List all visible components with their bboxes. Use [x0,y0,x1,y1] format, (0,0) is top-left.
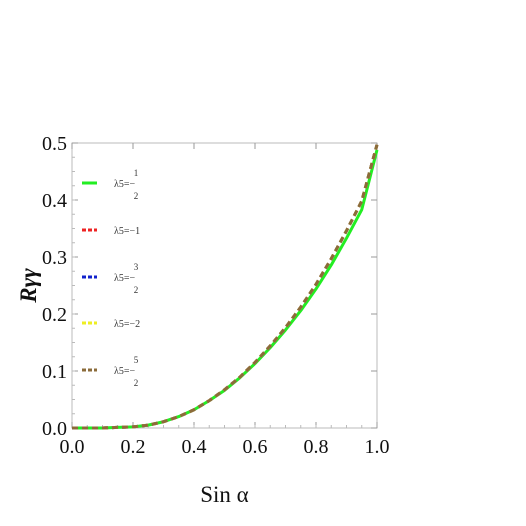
axis-labels: Sin α Rγγ [16,268,249,507]
legend-fraction-numerator: 1 [134,168,139,178]
y-tick-label: 0.0 [42,418,67,440]
legend-fraction-numerator: 3 [134,262,139,272]
y-tick-label: 0.3 [42,247,67,269]
x-tick-label: 0.6 [243,436,268,458]
axis-ticks: 0.0 0.2 0.4 0.6 0.8 1.0 0.0 0.1 0.2 0.3 0.4 0.5 [42,133,390,458]
series-layer [72,144,379,430]
y-tick-label: 0.4 [42,190,67,212]
legend-label: λ5=−1 [114,226,140,237]
x-tick-label: 0.2 [121,436,146,458]
legend-label: λ5=−2 [114,319,140,330]
legend-fraction-denominator: 2 [134,191,139,201]
legend-label: λ5=− [114,179,135,190]
x-tick-label: 0.8 [304,436,329,458]
y-tick-label: 0.1 [42,361,67,383]
x-tick-label: 0.0 [60,436,85,458]
y-tick-label: 0.5 [42,133,67,155]
legend-fraction-denominator: 2 [134,285,139,295]
x-axis-label: Sin α [200,482,248,507]
x-tick-label: 0.4 [182,436,207,458]
legend-fraction-numerator: 5 [134,355,139,365]
series-line [72,144,379,430]
x-tick-label: 1.0 [365,436,390,458]
y-axis-label: Rγγ [16,268,41,304]
y-tick-label: 0.2 [42,304,67,326]
series-line [72,149,379,430]
legend-label: λ5=− [114,273,135,284]
legend-label: λ5=− [114,366,135,377]
legend-fraction-denominator: 2 [134,378,139,388]
